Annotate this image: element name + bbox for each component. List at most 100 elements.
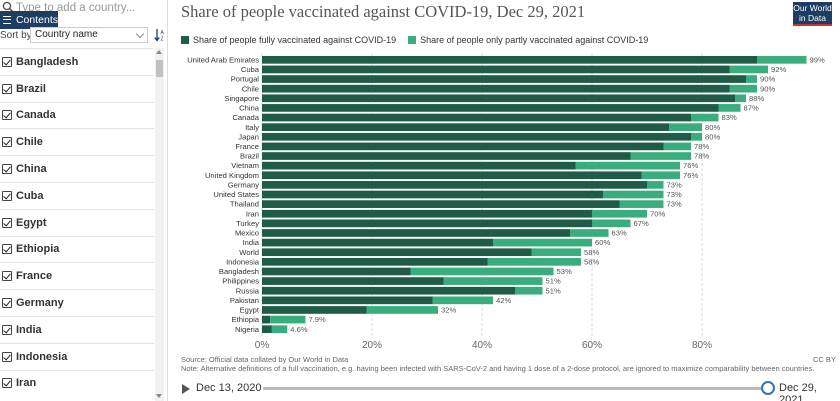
- bar-partly-vaccinated[interactable]: [669, 123, 702, 132]
- bar-fully-vaccinated[interactable]: [262, 229, 570, 237]
- country-checkbox[interactable]: [2, 83, 12, 94]
- timeline-start-date[interactable]: Dec 13, 2020: [196, 382, 262, 394]
- bar-fully-vaccinated[interactable]: [262, 296, 433, 305]
- bar-partly-vaccinated[interactable]: [592, 219, 631, 228]
- bar-partly-vaccinated[interactable]: [691, 132, 702, 141]
- country-item[interactable]: Bangladesh: [0, 49, 154, 76]
- bar-partly-vaccinated[interactable]: [432, 296, 494, 305]
- country-item[interactable]: China: [0, 156, 154, 183]
- bar-fully-vaccinated[interactable]: [262, 113, 691, 122]
- bar-fully-vaccinated[interactable]: [262, 94, 735, 103]
- bar-partly-vaccinated[interactable]: [647, 181, 664, 189]
- bar-partly-vaccinated[interactable]: [718, 104, 741, 112]
- bar-partly-vaccinated[interactable]: [641, 171, 681, 180]
- country-checkbox[interactable]: [2, 244, 12, 255]
- scroll-thumb[interactable]: [156, 60, 163, 77]
- bar-fully-vaccinated[interactable]: [262, 123, 669, 132]
- bar-fully-vaccinated[interactable]: [262, 219, 592, 228]
- legend-item-full[interactable]: Share of people fully vaccinated against…: [181, 35, 396, 45]
- bar-fully-vaccinated[interactable]: [262, 152, 631, 160]
- country-item[interactable]: Iran: [0, 371, 154, 393]
- scroll-up-arrow-icon[interactable]: [156, 50, 162, 54]
- bar-fully-vaccinated[interactable]: [262, 181, 647, 189]
- bar-partly-vaccinated[interactable]: [592, 209, 647, 218]
- bar-fully-vaccinated[interactable]: [262, 84, 730, 93]
- bar-fully-vaccinated[interactable]: [262, 209, 592, 218]
- timeline-end-date[interactable]: Dec 29, 2021: [779, 382, 817, 401]
- country-item[interactable]: Chile: [0, 129, 154, 157]
- bar-fully-vaccinated[interactable]: [262, 190, 603, 199]
- bar-partly-vaccinated[interactable]: [443, 277, 543, 285]
- bar-fully-vaccinated[interactable]: [262, 55, 757, 64]
- bar-partly-vaccinated[interactable]: [663, 142, 692, 151]
- sort-select[interactable]: Country name: [30, 27, 148, 43]
- country-item[interactable]: Cuba: [0, 183, 154, 210]
- bar-partly-vaccinated[interactable]: [746, 75, 757, 83]
- country-item[interactable]: Ethiopia: [0, 237, 154, 264]
- bar-partly-vaccinated[interactable]: [487, 257, 582, 266]
- country-checkbox[interactable]: [2, 378, 12, 389]
- contents-button[interactable]: Contents: [0, 11, 58, 29]
- owid-logo[interactable]: Our World in Data: [793, 2, 832, 26]
- sidebar-scrollbar[interactable]: [155, 48, 164, 401]
- bar-fully-vaccinated[interactable]: [262, 248, 532, 257]
- timeline-handle[interactable]: [761, 381, 775, 395]
- sort-order-icon[interactable]: A Z: [154, 28, 166, 42]
- bar-fully-vaccinated[interactable]: [262, 75, 746, 83]
- bar-partly-vaccinated[interactable]: [366, 306, 439, 314]
- bar-partly-vaccinated[interactable]: [619, 200, 664, 208]
- country-item[interactable]: Brazil: [0, 76, 154, 103]
- bar-fully-vaccinated[interactable]: [262, 277, 444, 285]
- country-item[interactable]: France: [0, 263, 154, 291]
- country-item[interactable]: India: [0, 317, 154, 344]
- bar-partly-vaccinated[interactable]: [575, 161, 681, 170]
- country-checkbox[interactable]: [2, 298, 12, 309]
- country-checkbox[interactable]: [2, 351, 12, 362]
- license-label[interactable]: CC BY: [813, 355, 836, 364]
- bar-partly-vaccinated[interactable]: [729, 84, 758, 93]
- bar-partly-vaccinated[interactable]: [515, 286, 543, 295]
- bar-partly-vaccinated[interactable]: [735, 94, 746, 103]
- bar-partly-vaccinated[interactable]: [493, 238, 592, 247]
- country-item[interactable]: Indonesia: [0, 344, 154, 371]
- bar-fully-vaccinated[interactable]: [262, 267, 411, 276]
- bar-partly-vaccinated[interactable]: [410, 267, 554, 276]
- bar-fully-vaccinated[interactable]: [262, 315, 271, 324]
- bar-partly-vaccinated[interactable]: [270, 315, 306, 324]
- country-checkbox[interactable]: [2, 190, 12, 201]
- bar-partly-vaccinated[interactable]: [630, 152, 692, 160]
- country-checkbox[interactable]: [2, 271, 12, 282]
- country-item[interactable]: Canada: [0, 103, 154, 130]
- bar-fully-vaccinated[interactable]: [262, 325, 272, 334]
- country-checkbox[interactable]: [2, 324, 12, 335]
- bar-fully-vaccinated[interactable]: [262, 132, 691, 141]
- bar-partly-vaccinated[interactable]: [691, 113, 719, 122]
- bar-partly-vaccinated[interactable]: [271, 325, 288, 334]
- play-button[interactable]: [182, 384, 190, 394]
- country-checkbox[interactable]: [2, 217, 12, 228]
- bar-fully-vaccinated[interactable]: [262, 65, 730, 74]
- bar-fully-vaccinated[interactable]: [262, 142, 664, 151]
- country-item[interactable]: Germany: [0, 290, 154, 317]
- legend-item-partial[interactable]: Share of people only partly vaccinated a…: [408, 35, 648, 45]
- bar-fully-vaccinated[interactable]: [262, 200, 620, 208]
- country-checkbox[interactable]: [2, 137, 12, 148]
- bar-fully-vaccinated[interactable]: [262, 306, 367, 314]
- timeline-track[interactable]: [263, 387, 768, 390]
- bar-partly-vaccinated[interactable]: [757, 55, 807, 64]
- bar-partly-vaccinated[interactable]: [729, 65, 769, 74]
- bar-fully-vaccinated[interactable]: [262, 238, 493, 247]
- scroll-down-arrow-icon[interactable]: [156, 394, 162, 398]
- country-item[interactable]: Egypt: [0, 210, 154, 237]
- country-checkbox[interactable]: [2, 56, 12, 67]
- bar-fully-vaccinated[interactable]: [262, 171, 642, 180]
- bar-fully-vaccinated[interactable]: [262, 104, 719, 112]
- bar-fully-vaccinated[interactable]: [262, 286, 515, 295]
- bar-fully-vaccinated[interactable]: [262, 257, 488, 266]
- bar-partly-vaccinated[interactable]: [603, 190, 664, 199]
- bar-partly-vaccinated[interactable]: [531, 248, 582, 257]
- country-checkbox[interactable]: [2, 164, 12, 175]
- bar-fully-vaccinated[interactable]: [262, 161, 576, 170]
- country-checkbox[interactable]: [2, 110, 12, 121]
- bar-partly-vaccinated[interactable]: [570, 229, 609, 237]
